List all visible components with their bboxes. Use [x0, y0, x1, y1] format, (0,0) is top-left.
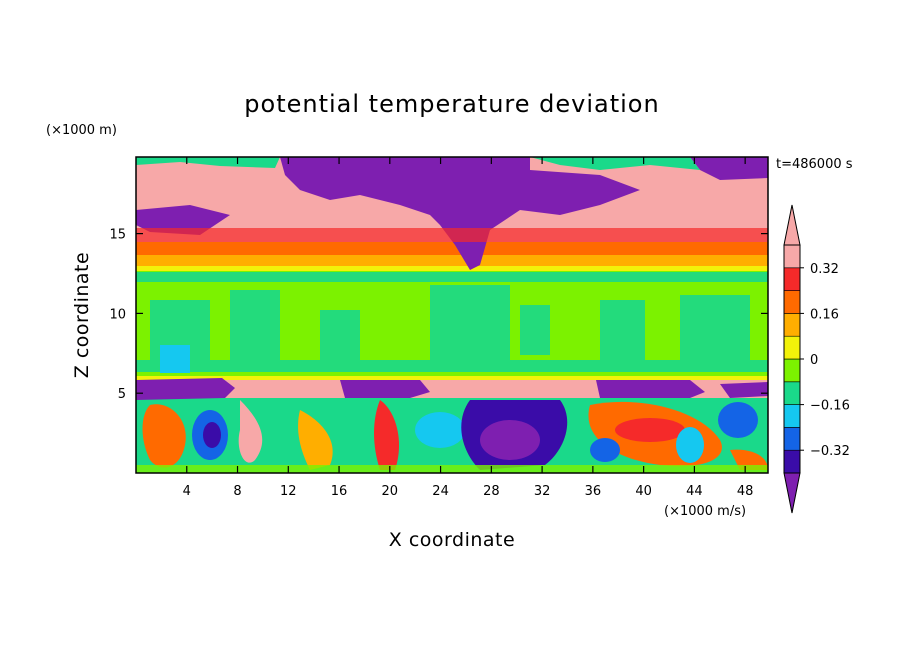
- x-tick-label: 16: [331, 484, 348, 499]
- time-label: t=486000 s: [776, 157, 853, 172]
- colorbar-segment: [783, 313, 801, 337]
- top-right-cold-patch: [690, 157, 768, 180]
- x-tick-label: 24: [432, 484, 449, 499]
- x-tick-label: 36: [585, 484, 602, 499]
- top-cold-region: [280, 157, 640, 270]
- plot-frame: [135, 156, 769, 474]
- y-tick-label: 10: [109, 307, 126, 322]
- mid-layer-streaks: [136, 272, 768, 372]
- x-tick-label: 40: [635, 484, 652, 499]
- x-tick-label: 32: [534, 484, 551, 499]
- colorbar-tick-label: 0.32: [810, 262, 839, 277]
- colorbar-segment: [783, 427, 801, 451]
- y-tick-label: 5: [118, 387, 126, 402]
- y-tick-label: 15: [109, 228, 126, 243]
- x-tick-label: 20: [382, 484, 399, 499]
- x-axis-ticks: 4 8 12 16 20 24 28 32 36 40 44 48: [183, 157, 754, 499]
- top-red-speckle-band: [136, 228, 768, 242]
- colorbar-segment: [783, 358, 801, 383]
- y-axis-label: Z coordinate: [71, 252, 93, 378]
- colorbar-segment: [783, 404, 801, 428]
- lower-layer-eddies: [136, 400, 768, 473]
- colorbar-segment: [783, 290, 801, 314]
- colorbar-upper-extension: [783, 204, 801, 246]
- colorbar-tick-label: 0.16: [810, 307, 839, 322]
- x-axis-label: X coordinate: [389, 529, 515, 551]
- chart-title: potential temperature deviation: [244, 90, 659, 118]
- x-tick-label: 48: [737, 484, 754, 499]
- x-tick-label: 44: [686, 484, 703, 499]
- mid-cyan-patch: [160, 345, 190, 373]
- top-left-cold-patch: [136, 205, 230, 235]
- y-unit-label: (×1000 m): [46, 123, 117, 138]
- colorbar-tick-label: −0.16: [810, 399, 850, 414]
- colorbar-tick-label: −0.32: [810, 444, 850, 459]
- top-left-teal-edge: [136, 157, 280, 168]
- colorbar-lower-extension: [783, 472, 801, 514]
- x-tick-label: 12: [280, 484, 297, 499]
- colorbar-segment: [783, 381, 801, 405]
- x-tick-label: 4: [183, 484, 191, 499]
- colorbar-segment: [783, 449, 801, 474]
- x-unit-label: (×1000 m/s): [664, 504, 746, 519]
- inversion-cold-blobs: [136, 378, 768, 400]
- contour-field: [136, 157, 768, 473]
- colorbar-tick-label: 0: [810, 353, 818, 368]
- top-right-teal-edge: [530, 157, 700, 170]
- x-tick-label: 8: [233, 484, 241, 499]
- upper-orange-band: [136, 255, 768, 266]
- colorbar-segment: [783, 244, 801, 269]
- colorbar-segment: [783, 267, 801, 291]
- colorbar: −0.32 −0.16 0 0.16 0.32: [783, 204, 850, 514]
- y-axis-ticks: 5 10 15: [109, 228, 768, 402]
- mid-yellow-line: [136, 376, 768, 380]
- upper-yellow-line: [136, 266, 768, 271]
- colorbar-segment: [783, 335, 801, 360]
- x-tick-label: 28: [483, 484, 500, 499]
